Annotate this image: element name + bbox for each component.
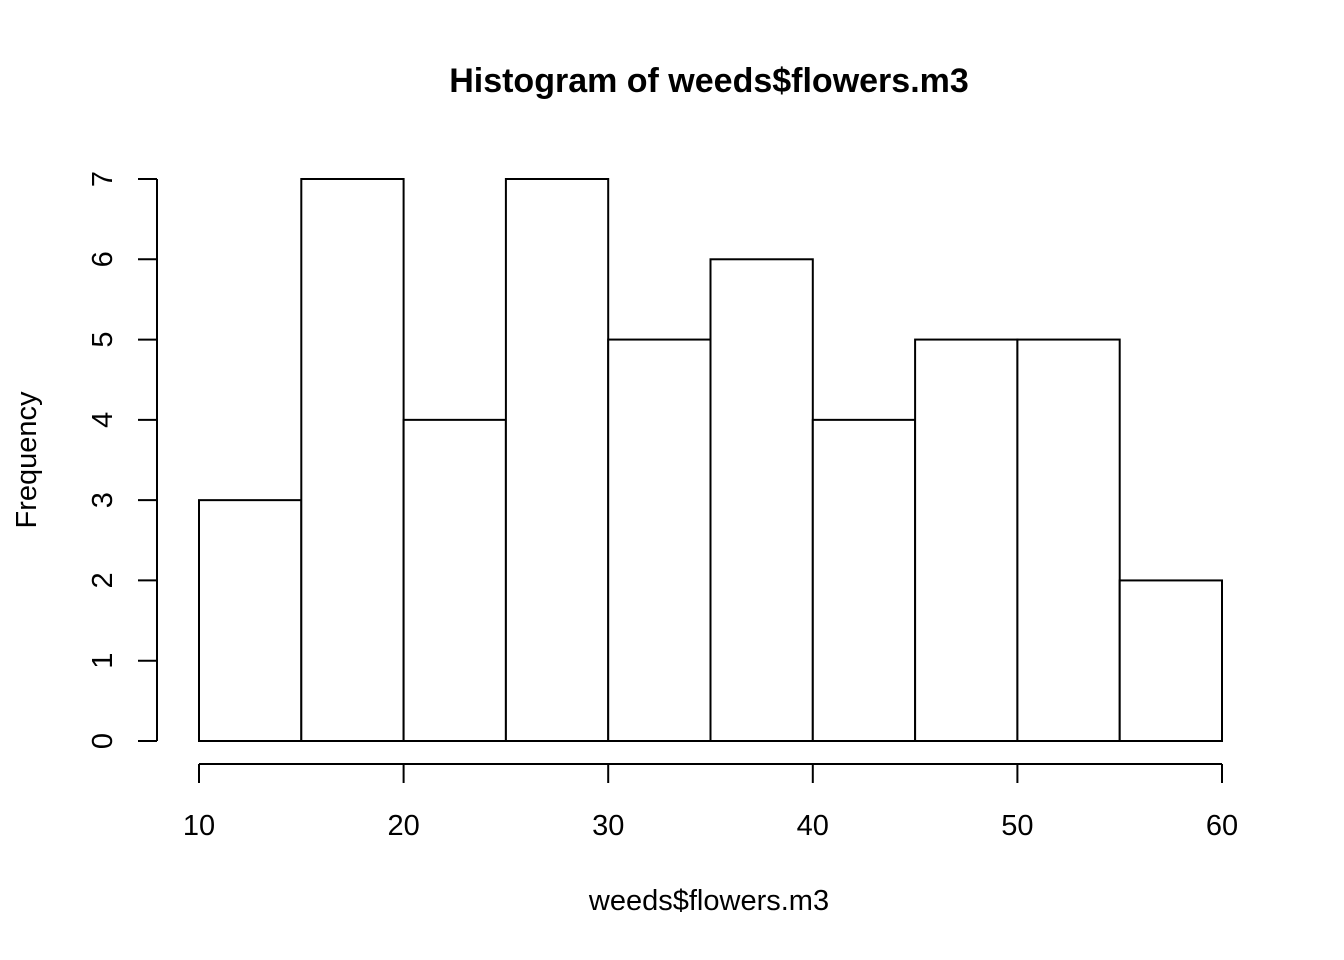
histogram-bar — [402, 418, 507, 742]
chart-title: Histogram of weeds$flowers.m3 — [449, 62, 969, 100]
x-axis-label: weeds$flowers.m3 — [588, 885, 829, 917]
y-axis: 0 1 2 3 4 5 6 7 — [87, 171, 158, 749]
histogram-bar — [607, 338, 712, 742]
x-tick-label: 10 — [183, 810, 215, 842]
x-axis: 10 20 30 40 50 60 — [183, 763, 1238, 842]
x-tick-label: 50 — [1001, 810, 1033, 842]
y-tick-label: 1 — [87, 653, 119, 669]
y-tick-label: 5 — [87, 332, 119, 348]
histogram-bar — [709, 258, 814, 742]
histogram-bar — [1016, 338, 1121, 742]
histogram-bar — [300, 178, 405, 742]
y-tick-label: 2 — [87, 572, 119, 588]
histogram-bar — [198, 499, 303, 742]
y-tick-label: 4 — [87, 412, 119, 428]
histogram-bar — [1118, 579, 1223, 743]
y-tick-label: 6 — [87, 251, 119, 267]
histogram-bar — [914, 338, 1019, 742]
y-tick-label: 0 — [87, 733, 119, 749]
x-tick-label: 40 — [797, 810, 829, 842]
y-axis-label: Frequency — [11, 391, 43, 529]
y-tick-label: 7 — [87, 171, 119, 187]
histogram-bar — [504, 178, 610, 742]
histogram-bar — [811, 418, 917, 742]
y-tick-label: 3 — [87, 492, 119, 508]
x-tick-label: 60 — [1206, 810, 1238, 842]
x-tick-label: 20 — [387, 810, 419, 842]
x-tick-label: 30 — [592, 810, 624, 842]
bars-group — [198, 178, 1223, 743]
